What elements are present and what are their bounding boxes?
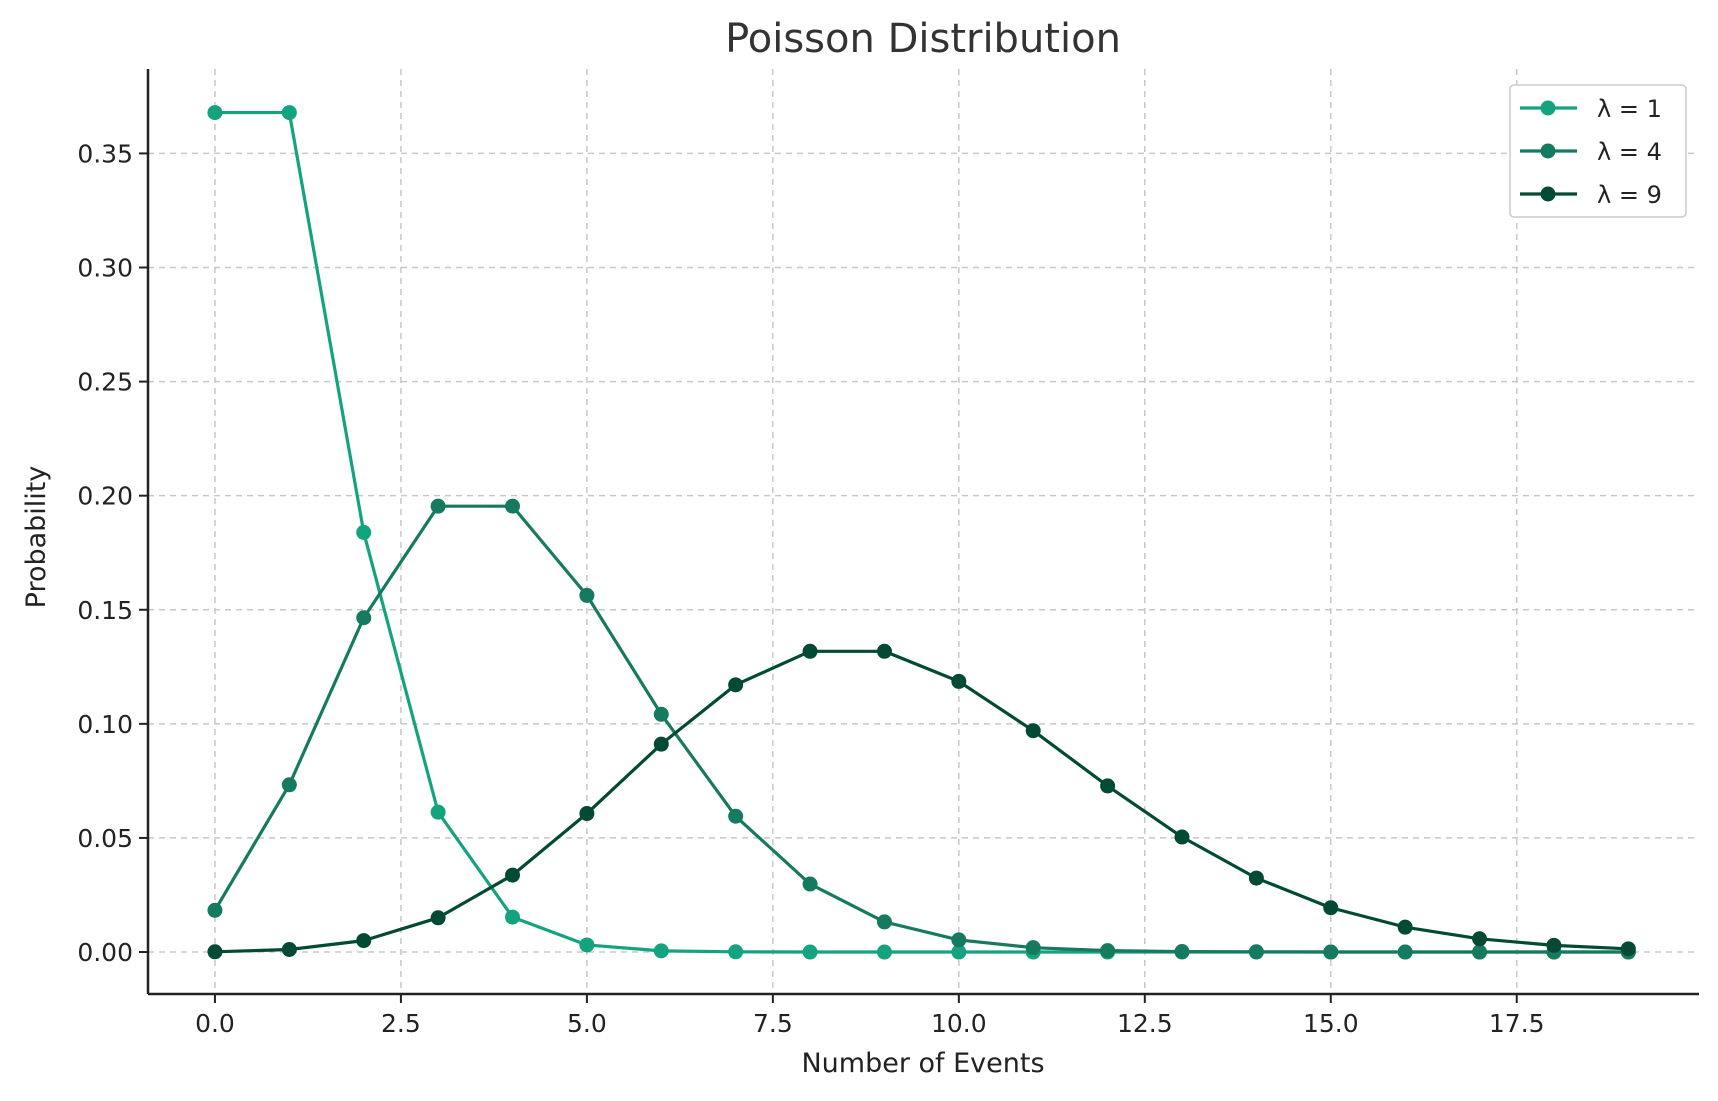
data-point xyxy=(579,806,595,822)
data-point xyxy=(1100,778,1116,794)
data-point xyxy=(505,867,521,883)
y-tick-label: 0.30 xyxy=(77,254,133,283)
legend-marker xyxy=(1540,100,1556,116)
data-point xyxy=(951,932,967,948)
y-tick-label: 0.15 xyxy=(77,596,133,625)
legend-label: λ = 4 xyxy=(1597,138,1662,166)
data-point xyxy=(802,944,818,960)
x-tick-label: 10.0 xyxy=(931,1009,987,1038)
data-point xyxy=(876,914,892,930)
data-point xyxy=(430,910,446,926)
data-point xyxy=(653,943,669,959)
legend-label: λ = 1 xyxy=(1597,95,1662,123)
series-2 xyxy=(207,498,1636,960)
data-point xyxy=(1397,944,1413,960)
data-point xyxy=(1025,723,1041,739)
data-point xyxy=(207,105,223,121)
series-line xyxy=(213,504,1629,954)
data-point xyxy=(579,937,595,953)
y-tick-label: 0.35 xyxy=(77,139,133,168)
data-point xyxy=(1397,919,1413,935)
legend-marker xyxy=(1540,186,1556,202)
data-point xyxy=(876,944,892,960)
y-tick-label: 0.10 xyxy=(77,710,133,739)
x-tick-label: 0.0 xyxy=(195,1009,235,1038)
x-tick-label: 7.5 xyxy=(753,1009,793,1038)
data-point xyxy=(281,105,297,121)
x-tick-label: 15.0 xyxy=(1303,1009,1359,1038)
data-point xyxy=(1248,944,1264,960)
data-point xyxy=(802,643,818,659)
chart-title: Poisson Distribution xyxy=(725,16,1121,62)
y-tick-label: 0.25 xyxy=(77,368,133,397)
data-point xyxy=(653,706,669,722)
x-tick-label: 5.0 xyxy=(567,1009,607,1038)
legend: λ = 1 λ = 4 λ = 9 xyxy=(1509,84,1687,218)
y-tick-label: 0.05 xyxy=(77,824,133,853)
data-point xyxy=(1174,944,1190,960)
data-point xyxy=(1472,931,1488,947)
y-tick-label: 0.00 xyxy=(77,938,133,967)
data-point xyxy=(1100,943,1116,959)
data-point xyxy=(653,736,669,752)
data-point xyxy=(207,902,223,918)
data-point xyxy=(728,677,744,693)
data-point xyxy=(802,876,818,892)
x-axis-label: Number of Events xyxy=(801,1048,1044,1079)
data-point xyxy=(876,643,892,659)
data-point xyxy=(1472,944,1488,960)
data-point xyxy=(1546,937,1562,953)
data-point xyxy=(728,808,744,824)
x-tick-label: 17.5 xyxy=(1489,1009,1545,1038)
series-3 xyxy=(207,643,1636,960)
data-point xyxy=(505,909,521,925)
data-point xyxy=(356,610,372,626)
data-point xyxy=(356,524,372,540)
grid xyxy=(148,69,1699,994)
ticks: 0.0 2.5 5.0 7.5 10.0 12.5 15.0 17.5 0.00 0.05 0.10… xyxy=(77,139,1544,1038)
data-point xyxy=(1025,940,1041,956)
data-point xyxy=(430,498,446,514)
data-point xyxy=(1174,829,1190,845)
data-point xyxy=(1620,941,1636,957)
series-line xyxy=(214,110,1629,954)
data-point xyxy=(281,942,297,958)
data-point xyxy=(505,498,521,514)
data-point xyxy=(281,777,297,793)
legend-box xyxy=(1509,84,1687,218)
data-point xyxy=(728,944,744,960)
series-group xyxy=(207,105,1636,960)
y-axis-label: Probability xyxy=(21,466,52,609)
x-tick-label: 2.5 xyxy=(381,1009,421,1038)
axes xyxy=(146,69,1699,996)
y-tick-label: 0.20 xyxy=(77,482,133,511)
data-point xyxy=(1323,900,1339,916)
x-tick-label: 12.5 xyxy=(1117,1009,1173,1038)
data-point xyxy=(951,944,967,960)
data-point xyxy=(430,804,446,820)
legend-marker xyxy=(1540,143,1556,159)
data-point xyxy=(1323,944,1339,960)
data-point xyxy=(1248,870,1264,886)
data-point xyxy=(207,944,223,960)
data-point xyxy=(356,933,372,949)
data-point xyxy=(579,587,595,603)
series-line xyxy=(214,649,1629,954)
data-point xyxy=(951,673,967,689)
legend-label: λ = 9 xyxy=(1597,181,1662,209)
